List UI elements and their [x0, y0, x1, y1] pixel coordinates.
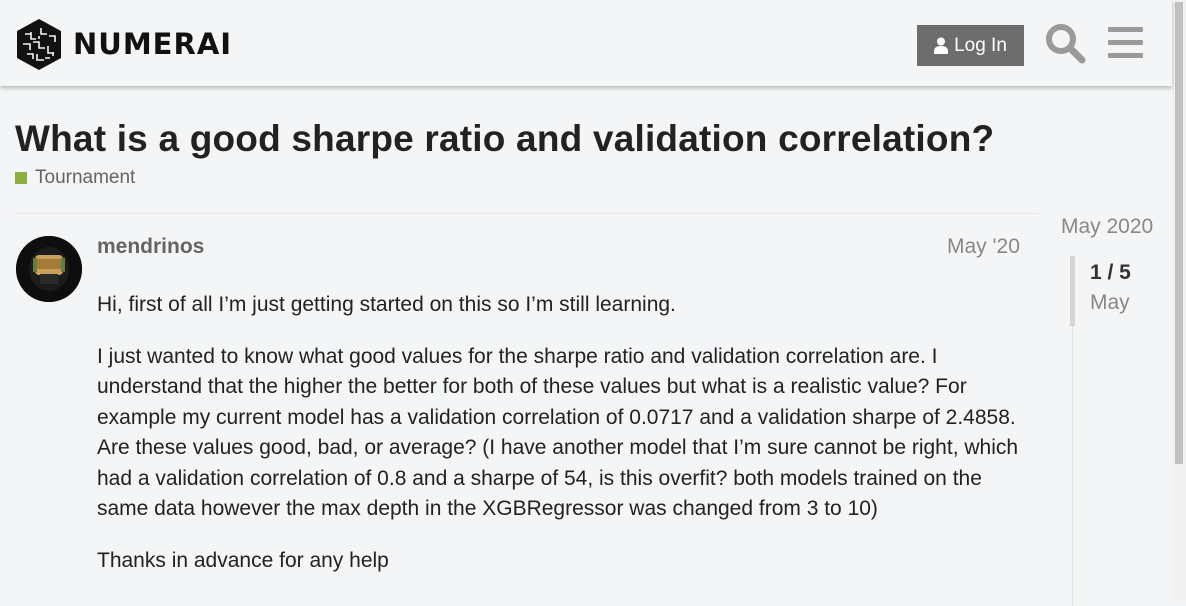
post-paragraph: Hi, first of all I’m just getting starte…	[97, 293, 676, 316]
scrollbar-thumb[interactable]	[1175, 2, 1183, 464]
timeline-track[interactable]	[1072, 326, 1073, 606]
topic-title[interactable]: What is a good sharpe ratio and validati…	[15, 118, 995, 159]
timeline-position: 1 / 5	[1090, 261, 1131, 284]
post-paragraph: Thanks in advance for any help	[97, 548, 389, 572]
hamburger-menu-icon[interactable]	[1105, 22, 1147, 64]
search-icon[interactable]	[1044, 22, 1086, 64]
numerai-logo-icon	[17, 19, 61, 70]
category-color-swatch	[15, 172, 27, 184]
category-label: Tournament	[35, 167, 136, 188]
site-logo[interactable]: NUMERAI	[15, 18, 232, 71]
login-button[interactable]: Log In	[917, 25, 1024, 66]
brand-name: NUMERAI	[73, 27, 233, 61]
topic-divider	[15, 213, 1039, 214]
timeline-current-date: May	[1090, 291, 1130, 314]
post-date[interactable]: May '20	[947, 235, 1020, 258]
page-scrollbar[interactable]	[1172, 0, 1186, 600]
login-label: Log In	[954, 34, 1007, 56]
site-header: NUMERAI Log In	[0, 0, 1172, 86]
category-badge[interactable]: Tournament	[15, 167, 135, 189]
timeline-scroller-handle[interactable]	[1070, 256, 1075, 326]
post-body: Hi, first of all I’m just getting starte…	[97, 290, 1027, 597]
post-paragraph: I just wanted to know what good values f…	[97, 344, 1019, 521]
avatar-image	[16, 236, 82, 302]
user-icon	[934, 37, 949, 54]
timeline-start-date[interactable]: May 2020	[1061, 215, 1154, 238]
author-username[interactable]: mendrinos	[97, 235, 205, 258]
author-avatar[interactable]	[16, 236, 82, 302]
